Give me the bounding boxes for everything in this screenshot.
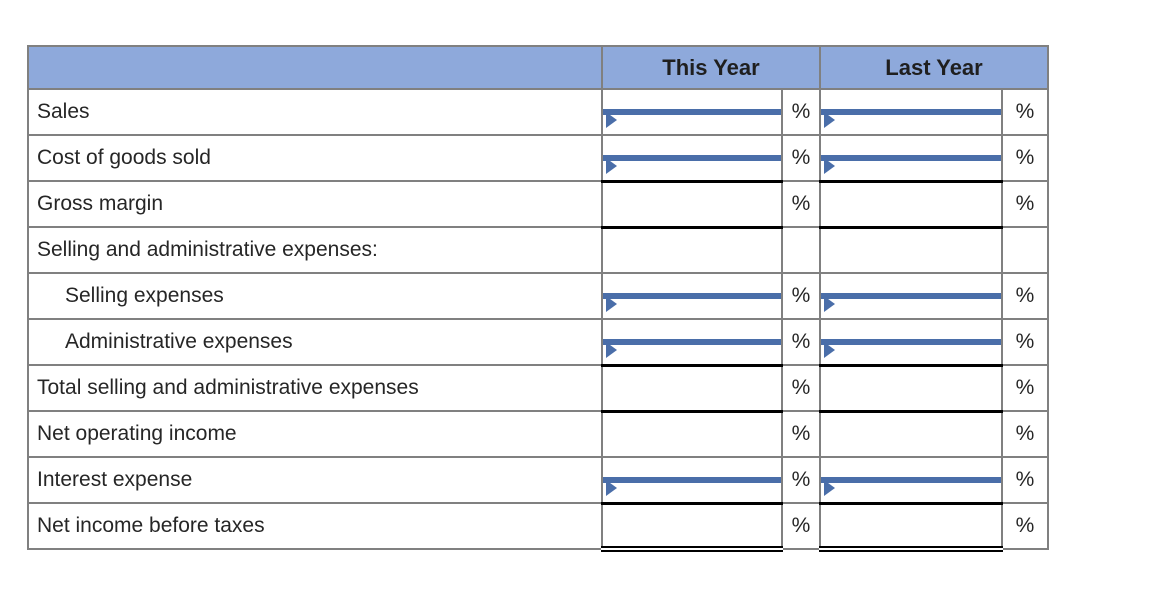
percent-label: % — [781, 410, 821, 458]
selling-admin-header-last-year-cell — [819, 226, 1003, 274]
row-label-cost-of-goods-sold: Cost of goods sold — [27, 134, 603, 182]
table-row-net-operating-income: Net operating income % % — [27, 410, 1050, 458]
input-flag-icon — [606, 479, 617, 496]
header-blank-cell — [27, 45, 603, 90]
cost-of-goods-sold-this-year-input[interactable] — [604, 154, 780, 174]
percent-label: % — [1000, 134, 1050, 182]
row-label-sales: Sales — [27, 88, 603, 136]
table-row-sales: Sales % % — [27, 88, 1050, 136]
percent-label: % — [1000, 180, 1050, 228]
percent-label: % — [1000, 318, 1050, 366]
row-label-selling-expenses: Selling expenses — [27, 272, 603, 320]
total-selling-admin-this-year-cell — [601, 364, 783, 413]
input-flag-icon — [824, 341, 835, 358]
row-label-selling-admin-header: Selling and administrative expenses: — [27, 226, 603, 274]
selling-expenses-last-year-input[interactable] — [822, 293, 1000, 312]
gross-margin-last-year-cell — [819, 180, 1003, 229]
percent-blank-cell — [1000, 226, 1050, 274]
table-row-selling-admin-header: Selling and administrative expenses: — [27, 226, 1050, 274]
percent-label: % — [1000, 88, 1050, 136]
percent-label: % — [1000, 410, 1050, 458]
percent-label: % — [1000, 502, 1050, 550]
percent-label: % — [781, 502, 821, 550]
percent-label: % — [1000, 272, 1050, 320]
header-row: This Year Last Year — [27, 45, 1050, 90]
percent-label: % — [781, 180, 821, 228]
input-flag-icon — [824, 112, 835, 128]
table-row-total-selling-admin: Total selling and administrative expense… — [27, 364, 1050, 413]
percent-label: % — [781, 134, 821, 182]
selling-expenses-this-year-input[interactable] — [604, 293, 780, 312]
total-selling-admin-last-year-cell — [819, 364, 1003, 413]
selling-admin-header-this-year-cell — [601, 226, 783, 274]
net-operating-income-this-year-cell — [601, 410, 783, 458]
common-size-income-statement-table: This Year Last Year Sales % % Cost of go… — [27, 45, 1050, 552]
percent-label: % — [781, 272, 821, 320]
row-label-total-selling-admin: Total selling and administrative expense… — [27, 364, 603, 412]
row-label-administrative-expenses: Administrative expenses — [27, 318, 603, 366]
sales-this-year-input[interactable] — [604, 109, 780, 128]
net-operating-income-last-year-cell — [819, 410, 1003, 458]
input-flag-icon — [824, 296, 835, 312]
input-flag-icon — [824, 157, 835, 174]
table-row-gross-margin: Gross margin % % — [27, 180, 1050, 229]
percent-label: % — [781, 364, 821, 412]
interest-expense-last-year-input[interactable] — [822, 476, 1000, 496]
header-last-year: Last Year — [818, 45, 1050, 90]
percent-label: % — [781, 456, 821, 504]
table-row-administrative-expenses: Administrative expenses % % — [27, 318, 1050, 367]
row-label-net-income-before-taxes: Net income before taxes — [27, 502, 603, 550]
administrative-expenses-this-year-input[interactable] — [604, 338, 780, 358]
percent-blank-cell — [781, 226, 821, 274]
row-label-gross-margin: Gross margin — [27, 180, 603, 228]
percent-label: % — [1000, 456, 1050, 504]
gross-margin-this-year-cell — [601, 180, 783, 229]
row-label-net-operating-income: Net operating income — [27, 410, 603, 458]
administrative-expenses-last-year-input[interactable] — [822, 338, 1000, 358]
table-row-interest-expense: Interest expense % % — [27, 456, 1050, 505]
input-flag-icon — [606, 341, 617, 358]
cost-of-goods-sold-last-year-input[interactable] — [822, 154, 1000, 174]
percent-label: % — [781, 88, 821, 136]
percent-label: % — [1000, 364, 1050, 412]
percent-label: % — [781, 318, 821, 366]
table-row-selling-expenses: Selling expenses % % — [27, 272, 1050, 320]
input-flag-icon — [606, 157, 617, 174]
interest-expense-this-year-input[interactable] — [604, 476, 780, 496]
table-row-net-income-before-taxes: Net income before taxes % % — [27, 502, 1050, 552]
sales-last-year-input[interactable] — [822, 109, 1000, 128]
header-this-year: This Year — [601, 45, 821, 90]
row-label-interest-expense: Interest expense — [27, 456, 603, 504]
net-income-before-taxes-last-year-cell — [819, 502, 1003, 552]
net-income-before-taxes-this-year-cell — [601, 502, 783, 552]
input-flag-icon — [606, 296, 617, 312]
input-flag-icon — [606, 112, 617, 128]
input-flag-icon — [824, 479, 835, 496]
table-row-cost-of-goods-sold: Cost of goods sold % % — [27, 134, 1050, 183]
